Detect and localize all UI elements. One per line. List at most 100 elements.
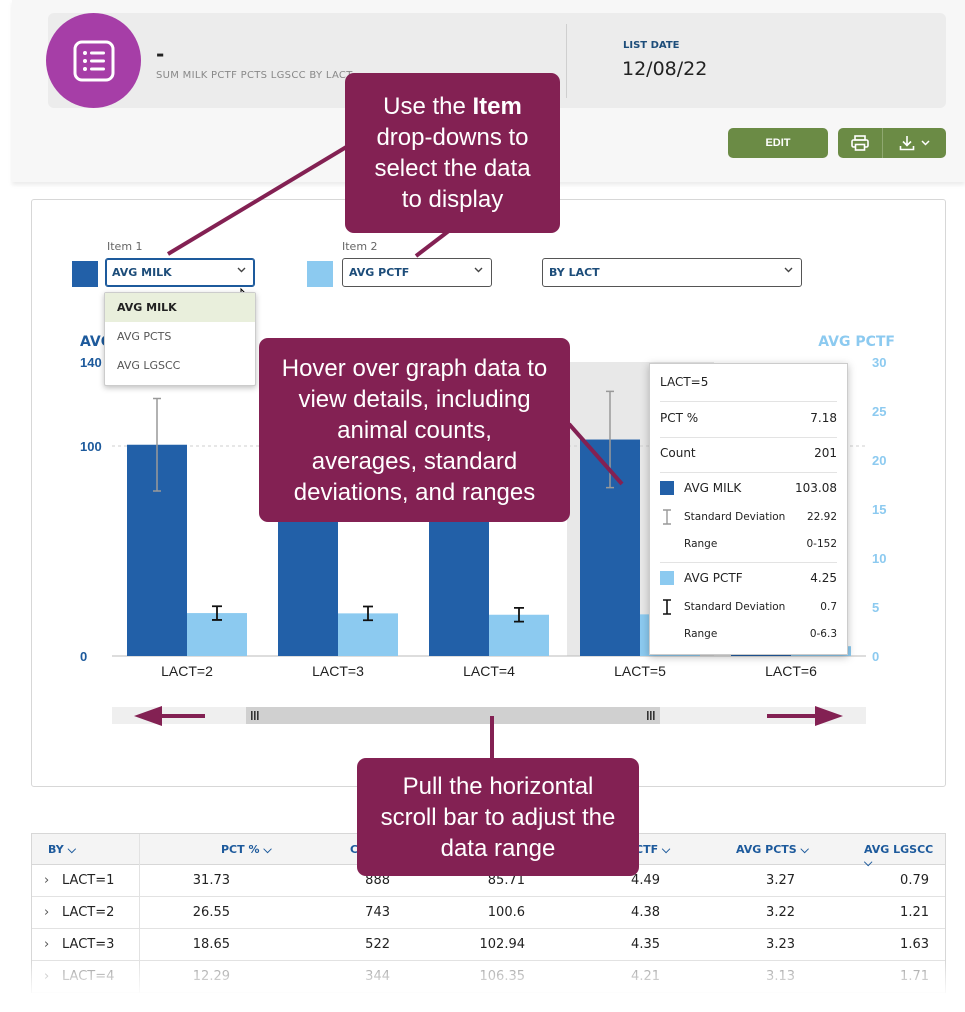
error-bar-icon [663, 509, 671, 525]
left-axis-tick-label: 0 [80, 649, 87, 664]
item2-color-swatch [307, 261, 333, 287]
table-cell: 4.49 [631, 873, 660, 888]
right-axis-tick-label: 5 [872, 600, 879, 615]
tooltip-series1-value: 103.08 [795, 481, 837, 495]
table-cell: 3.27 [766, 873, 795, 888]
expand-row-icon[interactable]: › [44, 905, 50, 920]
th-avg-pctf[interactable]: CTF ⌵ [635, 843, 671, 856]
item2-select-value: AVG PCTF [349, 266, 410, 279]
item1-label: Item 1 [107, 240, 143, 253]
table-row[interactable]: › LACT=1 31.73 888 85.71 4.49 3.27 0.79 [32, 865, 945, 897]
printer-icon [851, 135, 869, 151]
tooltip-series1-swatch [660, 481, 674, 495]
tooltip-count-label: Count [660, 446, 696, 460]
scroll-thumb[interactable] [246, 707, 660, 724]
tooltip-title: LACT=5 [660, 375, 709, 389]
item1-select-value: AVG MILK [112, 266, 172, 279]
tooltip-series2-range-label: Range [684, 628, 718, 640]
download-icon [899, 136, 915, 151]
table-cell: 18.65 [192, 937, 230, 952]
callout-item-post: drop-downs to select the data to display [374, 124, 531, 213]
table-cell: 522 [365, 937, 390, 952]
callout-scroll-bar: Pull the horizontal scroll bar to adjust… [357, 758, 639, 876]
group-by-select-value: BY LACT [549, 266, 600, 279]
x-axis-tick-label: LACT=4 [463, 663, 515, 679]
x-axis-tick-label: LACT=3 [312, 663, 364, 679]
export-button-group [838, 128, 946, 158]
chevron-down-icon [474, 267, 483, 273]
callout-pointer-item1 [166, 144, 350, 256]
scroll-grip-left[interactable] [251, 711, 259, 720]
item1-dropdown-menu: AVG MILK AVG PCTS AVG LGSCC [104, 292, 256, 386]
edit-button[interactable]: EDIT [728, 128, 828, 158]
th-pct[interactable]: PCT % ⌵ [221, 843, 272, 856]
list-date-value: 12/08/22 [622, 58, 708, 80]
scroll-grip-right[interactable] [647, 711, 655, 720]
table-cell: 26.55 [192, 905, 230, 920]
table-cell: 31.73 [192, 873, 230, 888]
error-bar-avg-milk [153, 397, 161, 492]
callout-pointer-item2 [414, 228, 452, 258]
th-avg-pcts[interactable]: AVG PCTS ⌵ [736, 843, 809, 856]
scroll-left-arrow-head [134, 706, 162, 726]
table-cell: 3.23 [766, 937, 795, 952]
th-by[interactable]: BY ⌵ [48, 843, 76, 856]
page-subtitle: SUM MILK PCTF PCTS LGSCC BY LACT [156, 70, 353, 81]
tooltip-series1-name: AVG MILK [684, 481, 742, 495]
callout-item-bold: Item [472, 93, 522, 120]
dropdown-option-avg-lgscc[interactable]: AVG LGSCC [117, 359, 181, 372]
item1-select[interactable]: AVG MILK [105, 258, 255, 287]
chevron-down-icon [921, 140, 930, 146]
right-axis-tick-label: 20 [872, 453, 886, 468]
tooltip-pct-label: PCT % [660, 411, 699, 425]
tooltip-series2-range-value: 0-6.3 [809, 628, 837, 640]
tooltip-series2-sd-value: 0.7 [820, 601, 837, 613]
right-axis-title: AVG PCTF [818, 334, 895, 350]
th-avg-lgscc[interactable]: AVG LGSCC ⌵ [864, 843, 934, 869]
bottom-fade [0, 962, 965, 1012]
print-button[interactable] [838, 128, 883, 158]
left-axis-tick-label: 100 [80, 439, 102, 454]
dropdown-option-avg-milk[interactable]: AVG MILK [105, 293, 255, 322]
table-cell: 888 [365, 873, 390, 888]
callout-hover-details: Hover over graph data to view details, i… [259, 338, 570, 522]
right-axis-tick-label: 10 [872, 551, 886, 566]
table-cell: 85.71 [487, 873, 525, 888]
callout-item-pre: Use the [383, 93, 473, 120]
chevron-down-icon [237, 267, 246, 273]
table-cell: LACT=1 [62, 873, 115, 888]
item2-select[interactable]: AVG PCTF [342, 258, 492, 287]
right-axis-tick-label: 15 [872, 502, 886, 517]
group-by-select[interactable]: BY LACT [542, 258, 802, 287]
right-axis-tick-label: 25 [872, 404, 886, 419]
table-row[interactable]: › LACT=3 18.65 522 102.94 4.35 3.23 1.63 [32, 929, 945, 961]
right-axis-tick-label: 0 [872, 649, 879, 664]
error-bar-avg-pctf [212, 605, 222, 621]
table-cell: 1.21 [900, 905, 929, 920]
table-cell: 4.38 [631, 905, 660, 920]
dropdown-option-avg-pcts[interactable]: AVG PCTS [117, 330, 172, 343]
tooltip-series1-sd-value: 22.92 [806, 511, 837, 523]
tooltip-series2-sd-label: Standard Deviation [684, 601, 786, 613]
page-title: - [156, 42, 165, 66]
table-row[interactable]: › LACT=2 26.55 743 100.6 4.38 3.22 1.21 [32, 897, 945, 929]
download-button[interactable] [883, 128, 946, 158]
error-bar-avg-pctf [514, 606, 524, 623]
table-cell: LACT=2 [62, 905, 115, 920]
tooltip-series1-sd-label: Standard Deviation [684, 511, 786, 523]
tooltip-series1-range-value: 0-152 [806, 538, 837, 550]
list-icon [73, 40, 114, 81]
th-count[interactable]: C [350, 843, 359, 856]
avatar [46, 13, 141, 108]
table-cell: 3.22 [766, 905, 795, 920]
table-cell: 102.94 [479, 937, 526, 952]
table-cell: 4.35 [631, 937, 660, 952]
table-cell: 1.63 [900, 937, 929, 952]
expand-row-icon[interactable]: › [44, 937, 50, 952]
right-axis-tick-label: 30 [872, 355, 886, 370]
expand-row-icon[interactable]: › [44, 873, 50, 888]
header-divider [566, 24, 567, 98]
x-axis-tick-label: LACT=2 [161, 663, 213, 679]
tooltip-series2-name: AVG PCTF [684, 571, 743, 585]
item1-color-swatch [72, 261, 98, 287]
